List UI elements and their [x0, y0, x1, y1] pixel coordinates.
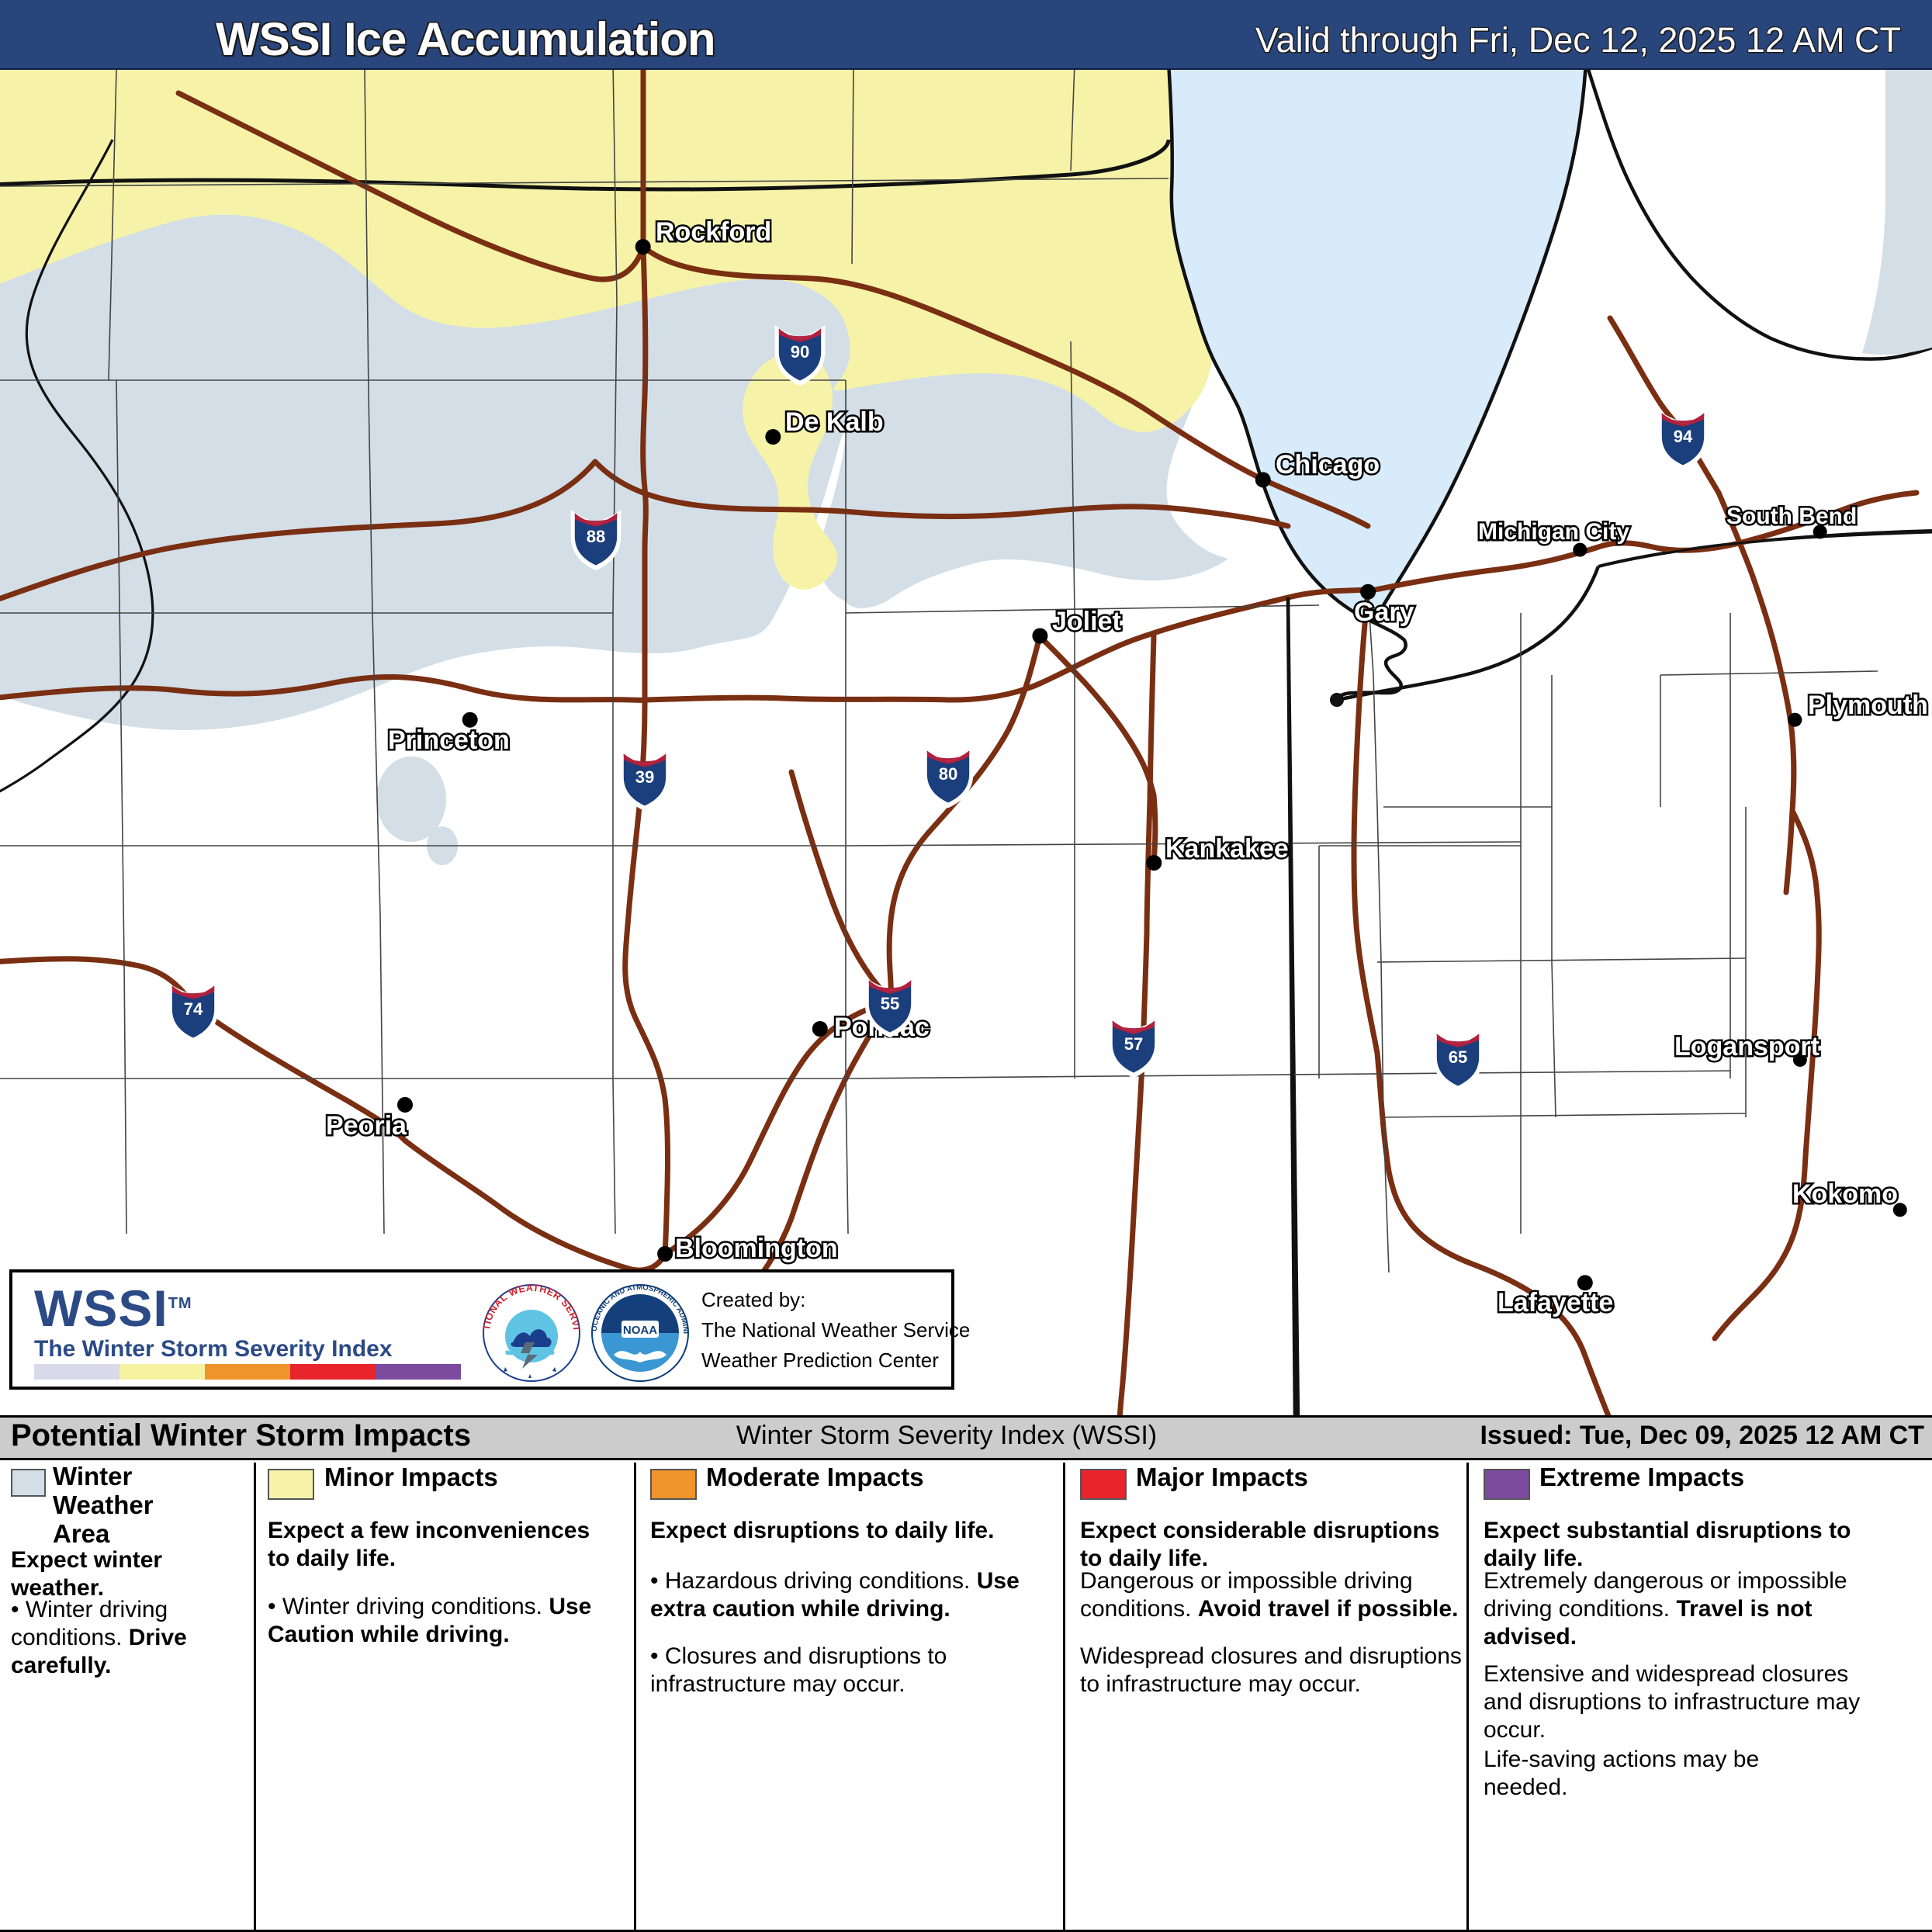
svg-text:Logansport: Logansport	[1674, 1032, 1819, 1061]
svg-text:80: 80	[939, 764, 958, 784]
svg-text:Rockford: Rockford	[656, 217, 771, 247]
svg-text:Chicago: Chicago	[1276, 450, 1380, 480]
svg-text:NOAA: NOAA	[623, 1324, 657, 1337]
svg-text:South Bend: South Bend	[1726, 504, 1857, 529]
svg-text:Princeton: Princeton	[388, 725, 510, 755]
svg-text:Lafayette: Lafayette	[1497, 1288, 1613, 1317]
svg-text:Kankakee: Kankakee	[1165, 834, 1289, 864]
svg-text:74: 74	[184, 999, 203, 1019]
svg-text:Gary: Gary	[1354, 597, 1414, 627]
svg-text:Joliet: Joliet	[1052, 607, 1121, 636]
svg-text:Peoria: Peoria	[326, 1111, 407, 1141]
svg-text:57: 57	[1124, 1034, 1144, 1054]
svg-text:88: 88	[587, 527, 606, 546]
svg-text:Kokomo: Kokomo	[1792, 1179, 1898, 1209]
svg-text:65: 65	[1449, 1047, 1468, 1067]
svg-text:39: 39	[635, 767, 655, 787]
svg-text:55: 55	[881, 994, 900, 1013]
svg-text:De Kalb: De Kalb	[785, 407, 884, 437]
svg-text:Plymouth: Plymouth	[1808, 691, 1928, 720]
svg-text:94: 94	[1674, 427, 1693, 446]
svg-text:Michigan City: Michigan City	[1478, 519, 1629, 545]
svg-text:90: 90	[791, 342, 810, 362]
svg-text:Bloomington: Bloomington	[675, 1234, 838, 1263]
